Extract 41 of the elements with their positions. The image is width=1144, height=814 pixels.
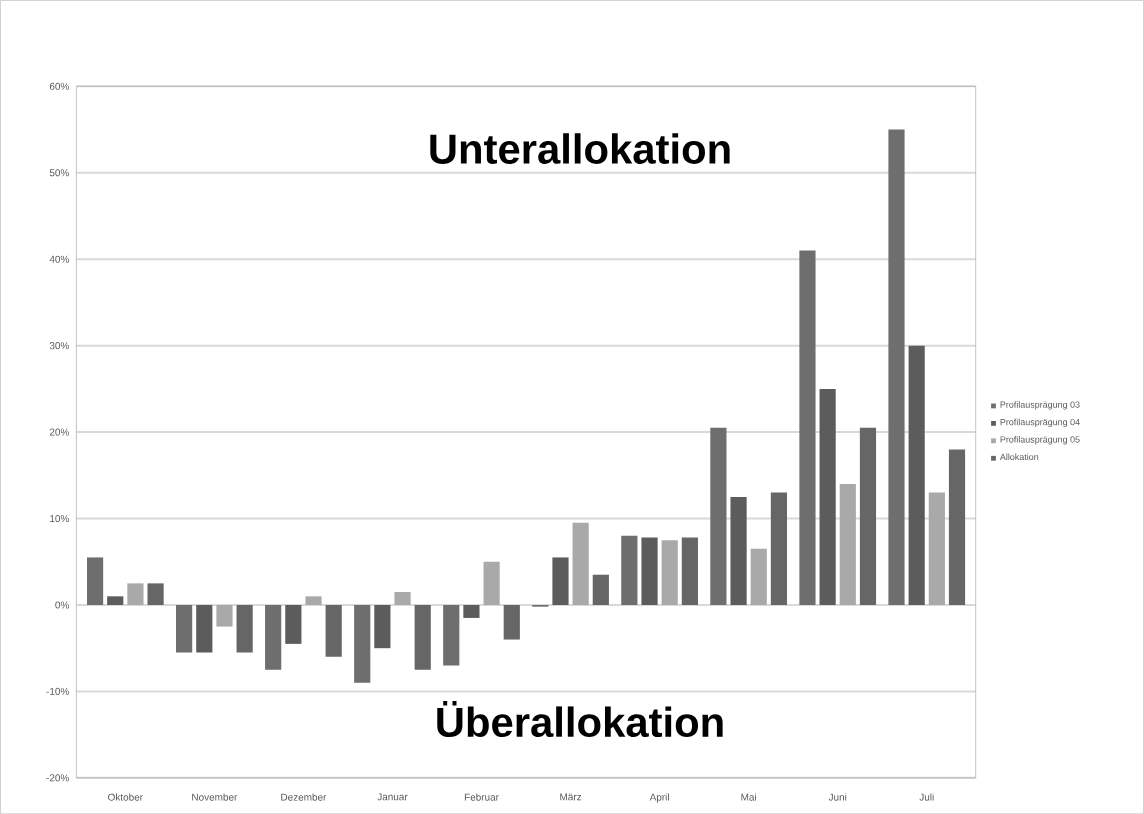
- bar: [305, 596, 322, 605]
- bar: [127, 583, 144, 605]
- bar: [859, 427, 877, 605]
- bar: [147, 583, 164, 605]
- bar: [107, 596, 124, 605]
- bar: [888, 129, 905, 605]
- bar: [176, 604, 193, 653]
- bar: [572, 522, 589, 605]
- bar: [592, 574, 609, 605]
- bar: [443, 604, 460, 666]
- bar: [216, 604, 233, 627]
- bar: [265, 604, 282, 670]
- bar: [503, 604, 520, 640]
- bar: [799, 250, 816, 605]
- bar: [819, 388, 836, 605]
- bar: [948, 449, 966, 605]
- bar: [374, 604, 391, 649]
- bar: [750, 548, 767, 605]
- annotation: Überallokation: [437, 700, 723, 738]
- bar: [641, 537, 658, 605]
- bar: [770, 492, 788, 605]
- bar: [681, 537, 698, 605]
- bar: [552, 557, 569, 605]
- bar: [483, 561, 500, 605]
- bar: [86, 557, 104, 605]
- bar: [236, 604, 253, 653]
- bar: [394, 591, 411, 605]
- bar: [928, 492, 945, 605]
- bar: [285, 604, 302, 644]
- bar: [661, 540, 678, 605]
- bar: [325, 604, 342, 657]
- bar: [196, 604, 213, 653]
- bar: [621, 535, 638, 605]
- bar: [730, 496, 747, 605]
- bar: [710, 427, 727, 605]
- bar: [354, 604, 371, 683]
- bar: [908, 345, 925, 605]
- bar: [839, 483, 856, 605]
- annotation: Unterallokation: [430, 133, 730, 164]
- bar: [414, 604, 431, 670]
- bar: [463, 604, 480, 618]
